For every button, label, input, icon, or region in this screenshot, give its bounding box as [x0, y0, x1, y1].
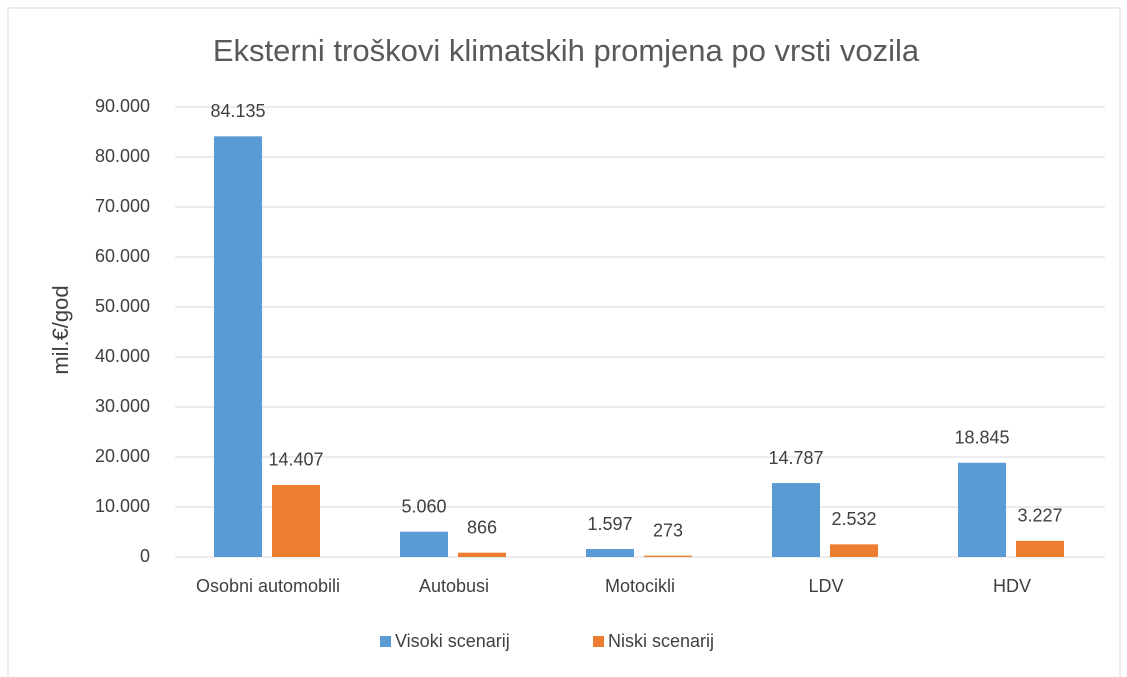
bar	[400, 531, 448, 557]
bar	[214, 136, 262, 557]
x-tick-label: Autobusi	[419, 576, 489, 596]
chart-title: Eksterni troškovi klimatskih promjena po…	[213, 33, 920, 68]
legend-label: Visoki scenarij	[395, 631, 510, 651]
value-label: 866	[467, 517, 497, 537]
x-tick-label: Motocikli	[605, 576, 675, 596]
value-label: 273	[653, 520, 683, 540]
bar	[1016, 540, 1064, 557]
value-label: 1.597	[587, 514, 632, 534]
y-tick-label: 60.000	[95, 246, 150, 266]
bar	[958, 462, 1006, 557]
value-label: 14.787	[768, 448, 823, 468]
value-label: 18.845	[954, 428, 1009, 448]
value-label: 3.227	[1017, 506, 1062, 526]
bar	[644, 555, 692, 557]
y-axis-label: mil.€/god	[48, 285, 73, 374]
y-tick-label: 50.000	[95, 296, 150, 316]
bar	[458, 552, 506, 557]
x-tick-label: HDV	[993, 576, 1031, 596]
y-tick-label: 30.000	[95, 396, 150, 416]
y-tick-label: 90.000	[95, 96, 150, 116]
bar	[830, 544, 878, 557]
legend-label: Niski scenarij	[608, 631, 714, 651]
value-label: 5.060	[401, 496, 446, 516]
x-tick-label: Osobni automobili	[196, 576, 340, 596]
chart-frame	[7, 7, 1121, 677]
y-tick-label: 40.000	[95, 346, 150, 366]
value-label: 2.532	[831, 509, 876, 529]
y-tick-label: 80.000	[95, 146, 150, 166]
legend-swatch	[593, 636, 604, 647]
value-label: 84.135	[210, 101, 265, 121]
bar	[772, 483, 820, 557]
y-tick-label: 70.000	[95, 196, 150, 216]
value-label: 14.407	[268, 450, 323, 470]
y-tick-label: 0	[140, 546, 150, 566]
bar	[272, 484, 320, 557]
x-tick-label: LDV	[808, 576, 843, 596]
bar	[586, 549, 634, 557]
y-tick-label: 20.000	[95, 446, 150, 466]
y-tick-label: 10.000	[95, 496, 150, 516]
legend-swatch	[380, 636, 391, 647]
